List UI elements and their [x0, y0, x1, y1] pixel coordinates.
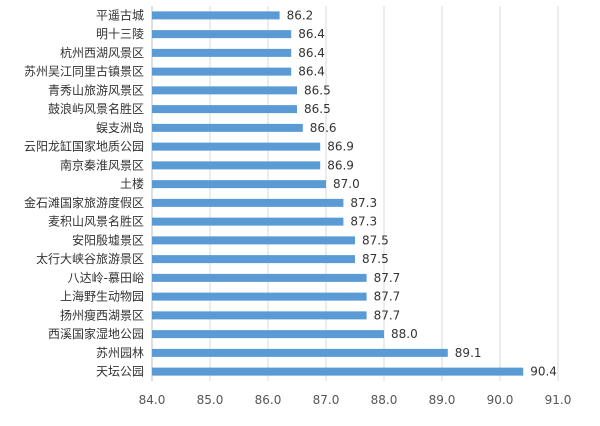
- data-label: 87.7: [374, 271, 401, 285]
- bar: [152, 198, 344, 207]
- category-label: 太行大峡谷旅游景区: [36, 251, 144, 266]
- bar: [152, 123, 303, 132]
- category-label: 云阳龙缸国家地质公园: [24, 139, 144, 154]
- category-label: 金石滩国家旅游度假区: [24, 195, 144, 210]
- category-label: 苏州吴江同里古镇景区: [24, 64, 144, 79]
- category-label: 土楼: [120, 176, 144, 191]
- bar: [152, 217, 344, 226]
- x-tick-label: 90.0: [487, 393, 514, 407]
- bar: [152, 30, 292, 39]
- x-tick-label: 85.0: [197, 393, 224, 407]
- category-labels: 平遥古城明十三陵杭州西湖风景区苏州吴江同里古镇景区青秀山旅游风景区鼓浪屿风景名胜…: [24, 7, 144, 378]
- bar: [152, 11, 280, 20]
- data-label: 86.5: [304, 83, 331, 97]
- category-label: 苏州园林: [96, 346, 144, 360]
- data-label: 86.9: [327, 140, 354, 154]
- category-label: 上海野生动物园: [60, 289, 144, 304]
- data-label: 86.6: [310, 121, 337, 135]
- data-label: 89.1: [455, 346, 482, 360]
- bar: [152, 48, 292, 57]
- data-label: 87.5: [362, 252, 389, 266]
- data-label: 90.4: [530, 365, 557, 379]
- category-label: 麦积山风景名胜区: [48, 214, 144, 229]
- x-tick-label: 87.0: [313, 393, 340, 407]
- data-label: 86.4: [298, 46, 325, 60]
- x-tick-label: 91.0: [545, 393, 572, 407]
- bar: [152, 348, 448, 357]
- category-label: 安阳殷墟景区: [72, 232, 144, 247]
- data-label: 88.0: [391, 327, 418, 341]
- bar: [152, 142, 321, 151]
- bar: [152, 236, 355, 245]
- bar: [152, 367, 524, 376]
- bar: [152, 311, 367, 320]
- bar: [152, 161, 321, 170]
- category-label: 青秀山旅游风景区: [48, 83, 144, 97]
- x-tick-label: 88.0: [371, 393, 398, 407]
- grid-lines: [151, 6, 559, 381]
- data-label: 87.3: [350, 196, 377, 210]
- data-label: 87.5: [362, 233, 389, 247]
- data-label: 86.2: [287, 8, 314, 22]
- data-label: 86.9: [327, 158, 354, 172]
- category-label: 蜈支洲岛: [96, 120, 144, 135]
- bar: [152, 292, 367, 301]
- bars: [152, 11, 524, 376]
- data-label: 87.3: [350, 215, 377, 229]
- value-labels: 86.2 86.4 86.4 86.4 86.5 86.5 86.6 86.9 86.9 87.0…: [287, 8, 557, 378]
- category-label: 杭州西湖风景区: [60, 45, 144, 60]
- data-label: 87.0: [333, 177, 360, 191]
- category-label: 平遥古城: [96, 7, 144, 22]
- bar: [152, 67, 292, 76]
- category-label: 西溪国家湿地公园: [48, 326, 144, 341]
- bar: [152, 330, 384, 339]
- x-tick-label: 84.0: [139, 393, 166, 407]
- bar: [152, 255, 355, 264]
- data-label: 86.5: [304, 102, 331, 116]
- category-label: 八达岭-慕田峪: [68, 271, 144, 285]
- category-label: 天坛公园: [96, 365, 144, 379]
- bar: [152, 180, 326, 189]
- x-axis-tick-labels: 84.0 85.0 86.0 87.0 88.0 89.0 90.0 91.0: [139, 393, 572, 407]
- category-label: 扬州瘦西湖景区: [60, 307, 144, 322]
- category-label: 明十三陵: [96, 27, 144, 41]
- category-label: 鼓浪屿风景名胜区: [48, 101, 144, 116]
- data-label: 86.4: [298, 27, 325, 41]
- data-label: 87.7: [374, 308, 401, 322]
- data-label: 87.7: [374, 290, 401, 304]
- bar: [152, 105, 297, 114]
- data-label: 86.4: [298, 65, 325, 79]
- bar: [152, 86, 297, 95]
- category-label: 南京秦淮风景区: [60, 157, 144, 172]
- x-tick-label: 89.0: [429, 393, 456, 407]
- bar: [152, 273, 367, 282]
- x-tick-label: 86.0: [255, 393, 282, 407]
